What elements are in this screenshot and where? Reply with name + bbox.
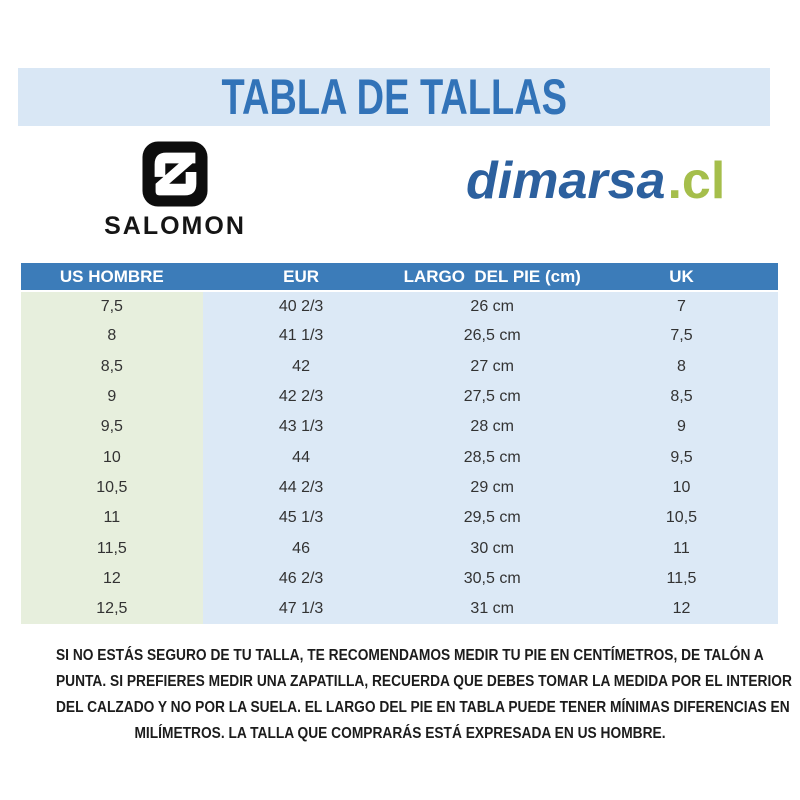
cell-us-size: 11,5: [21, 533, 203, 564]
cell-eur-size: 40 2/3: [202, 291, 400, 322]
table-row: 7,5 40 2/3 26 cm 7: [21, 291, 778, 322]
cell-uk-size: 11,5: [584, 563, 778, 594]
cell-us-size: 8: [21, 321, 203, 352]
table-row: 11 45 1/3 29,5 cm 10,5: [21, 503, 778, 534]
cell-eur-size: 42 2/3: [202, 381, 400, 413]
cell-foot-length: 28,5 cm: [399, 442, 585, 473]
cell-uk-size: 7: [584, 291, 778, 322]
table-row: 10,5 44 2/3 29 cm 10: [21, 472, 778, 504]
header-eur: EUR: [202, 263, 400, 292]
cell-us-size: 7,5: [21, 291, 203, 322]
note-line: MILÍMETROS. LA TALLA QUE COMPRARÁS ESTÁ …: [134, 725, 666, 742]
dimarsa-logo: dimarsa.cl: [466, 152, 725, 210]
cell-foot-length: 27 cm: [399, 351, 585, 382]
cell-eur-size: 45 1/3: [202, 503, 400, 534]
cell-uk-size: 8,5: [584, 381, 778, 413]
cell-us-size: 12: [21, 563, 203, 594]
cell-eur-size: 47 1/3: [202, 593, 400, 625]
size-table: US HOMBRE EUR LARGO DEL PIE (cm) UK 7,5 …: [21, 263, 778, 625]
table-row: 8 41 1/3 26,5 cm 7,5: [21, 321, 778, 352]
cell-eur-size: 41 1/3: [202, 321, 400, 352]
table-row: 9,5 43 1/3 28 cm 9: [21, 412, 778, 443]
dimarsa-logo-name: dimarsa: [466, 152, 666, 210]
dimarsa-logo-tld: .cl: [667, 152, 726, 210]
table-row: 12 46 2/3 30,5 cm 11,5: [21, 563, 778, 594]
cell-eur-size: 43 1/3: [202, 412, 400, 443]
cell-uk-size: 11: [584, 533, 778, 564]
table-row: 10 44 28,5 cm 9,5: [21, 442, 778, 473]
cell-uk-size: 12: [584, 593, 778, 625]
cell-foot-length: 27,5 cm: [399, 381, 585, 413]
cell-uk-size: 7,5: [584, 321, 778, 352]
table-header-row: US HOMBRE EUR LARGO DEL PIE (cm) UK: [21, 263, 778, 292]
measurement-note: SI NO ESTÁS SEGURO DE TU TALLA, TE RECOM…: [56, 643, 792, 747]
cell-us-size: 12,5: [21, 593, 203, 625]
cell-uk-size: 8: [584, 351, 778, 382]
cell-eur-size: 42: [202, 351, 400, 382]
cell-us-size: 9: [21, 381, 203, 413]
size-table-body: 7,5 40 2/3 26 cm 7 8 41 1/3 26,5 cm 7,5 …: [21, 291, 778, 625]
note-line: PUNTA. SI PREFIERES MEDIR UNA ZAPATILLA,…: [56, 673, 792, 690]
table-row: 9 42 2/3 27,5 cm 8,5: [21, 381, 778, 413]
salomon-logo: SALOMON: [92, 141, 258, 241]
table-row: 8,5 42 27 cm 8: [21, 351, 778, 382]
cell-eur-size: 44: [202, 442, 400, 473]
cell-eur-size: 46 2/3: [202, 563, 400, 594]
cell-foot-length: 30,5 cm: [399, 563, 585, 594]
cell-uk-size: 10: [584, 472, 778, 504]
cell-foot-length: 29 cm: [399, 472, 585, 504]
cell-us-size: 10,5: [21, 472, 203, 504]
cell-foot-length: 26,5 cm: [399, 321, 585, 352]
cell-eur-size: 44 2/3: [202, 472, 400, 504]
header-largo-del-pie: LARGO DEL PIE (cm): [399, 263, 585, 292]
cell-us-size: 9,5: [21, 412, 203, 443]
table-row: 12,5 47 1/3 31 cm 12: [21, 593, 778, 625]
cell-foot-length: 28 cm: [399, 412, 585, 443]
cell-foot-length: 29,5 cm: [399, 503, 585, 534]
cell-foot-length: 31 cm: [399, 593, 585, 625]
cell-us-size: 11: [21, 503, 203, 534]
cell-uk-size: 9,5: [584, 442, 778, 473]
cell-foot-length: 30 cm: [399, 533, 585, 564]
salomon-wordmark: SALOMON: [104, 212, 246, 240]
header-uk: UK: [584, 263, 778, 292]
cell-uk-size: 10,5: [584, 503, 778, 534]
cell-us-size: 8,5: [21, 351, 203, 382]
page-title: TABLA DE TALLAS: [221, 69, 567, 125]
cell-foot-length: 26 cm: [399, 291, 585, 322]
cell-uk-size: 9: [584, 412, 778, 443]
note-line: SI NO ESTÁS SEGURO DE TU TALLA, TE RECOM…: [56, 647, 764, 664]
title-banner: TABLA DE TALLAS: [18, 68, 770, 126]
salomon-s-logo-icon: [142, 141, 208, 207]
table-row: 11,5 46 30 cm 11: [21, 533, 778, 564]
note-line: DEL CALZADO Y NO POR LA SUELA. EL LARGO …: [56, 699, 790, 716]
cell-eur-size: 46: [202, 533, 400, 564]
header-us-hombre: US HOMBRE: [21, 263, 203, 292]
cell-us-size: 10: [21, 442, 203, 473]
